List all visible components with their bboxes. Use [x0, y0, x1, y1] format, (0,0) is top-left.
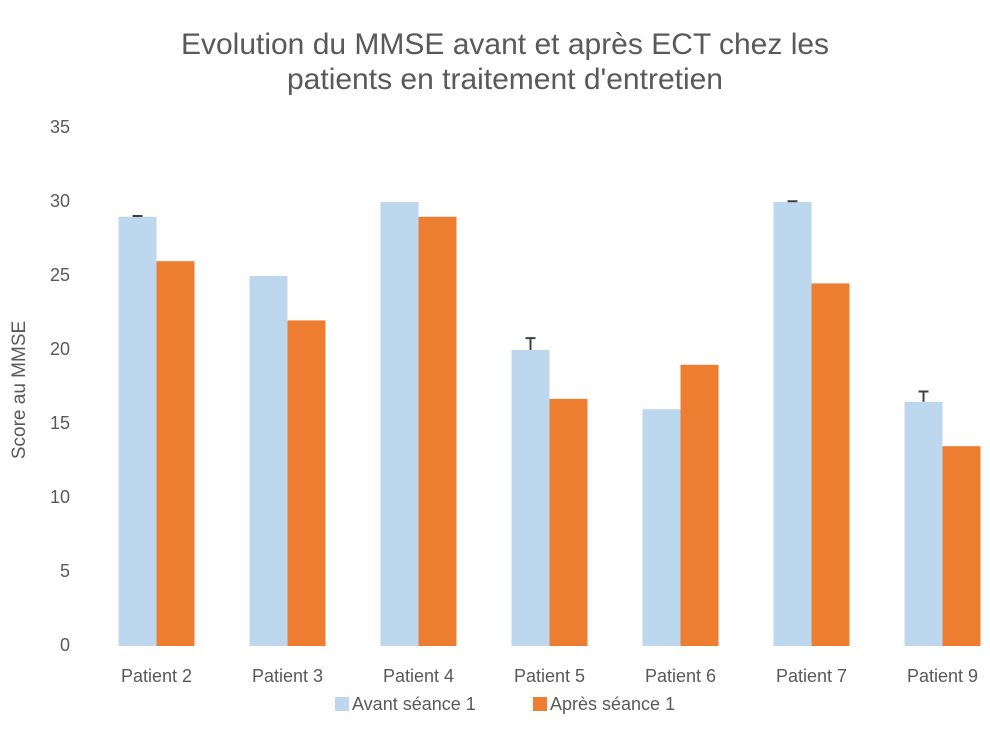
legend-swatch — [335, 697, 349, 711]
bar — [642, 409, 681, 646]
legend-label: Après séance 1 — [550, 694, 675, 714]
bar — [287, 320, 326, 646]
legend-swatch — [533, 697, 547, 711]
error-bar — [787, 200, 798, 203]
x-tick-label: Patient 3 — [252, 666, 323, 686]
error-bar — [918, 390, 929, 402]
x-tick-label: Patient 2 — [121, 666, 192, 686]
bar — [511, 350, 550, 646]
bar — [380, 202, 419, 646]
x-tick-label: Patient 4 — [383, 666, 454, 686]
chart-title: patients en traitement d'entretien — [287, 63, 723, 96]
y-tick-label: 10 — [50, 487, 70, 507]
y-tick-label: 35 — [50, 117, 70, 137]
error-bar — [525, 337, 536, 350]
legend-label: Avant séance 1 — [352, 694, 476, 714]
error-bar — [132, 215, 143, 218]
bar — [249, 276, 288, 646]
bar — [811, 283, 850, 646]
x-tick-label: Patient 6 — [645, 666, 716, 686]
bar — [904, 401, 943, 646]
x-tick-label: Patient 5 — [514, 666, 585, 686]
y-tick-label: 0 — [60, 635, 70, 655]
y-tick-label: 25 — [50, 265, 70, 285]
x-tick-label: Patient 7 — [776, 666, 847, 686]
bar — [942, 446, 981, 646]
y-axis-label: Score au MMSE — [9, 321, 30, 459]
y-tick-label: 5 — [60, 561, 70, 581]
bar — [549, 398, 588, 646]
x-tick-label: Patient 9 — [907, 666, 978, 686]
y-tick-label: 20 — [50, 339, 70, 359]
bar — [680, 364, 719, 646]
y-tick-label: 15 — [50, 413, 70, 433]
bar — [773, 202, 812, 646]
chart-title: Evolution du MMSE avant et après ECT che… — [181, 28, 829, 61]
y-tick-label: 30 — [50, 191, 70, 211]
bar — [418, 216, 457, 647]
bar — [156, 261, 195, 646]
bar — [118, 216, 157, 647]
